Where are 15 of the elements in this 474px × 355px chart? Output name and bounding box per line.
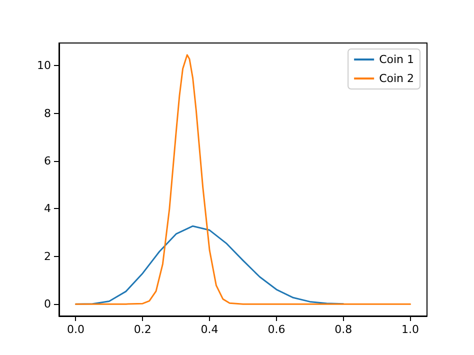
y-tick-label: 2 xyxy=(44,250,51,263)
x-tick-label: 0.0 xyxy=(66,323,84,336)
x-tick-label: 1.0 xyxy=(402,323,420,336)
legend-label: Coin 2 xyxy=(379,72,414,85)
y-tick-label: 10 xyxy=(37,59,51,72)
x-tick-label: 0.6 xyxy=(268,323,286,336)
x-tick-label: 0.4 xyxy=(200,323,218,336)
y-tick-label: 0 xyxy=(44,298,51,311)
y-tick-label: 8 xyxy=(44,106,51,120)
x-tick-label: 0.8 xyxy=(334,323,352,336)
y-tick-label: 6 xyxy=(44,154,51,168)
line-series xyxy=(74,54,412,305)
y-tick-label: 4 xyxy=(44,202,51,216)
legend-label: Coin 1 xyxy=(379,53,414,66)
x-tick-label: 0.2 xyxy=(134,323,152,336)
